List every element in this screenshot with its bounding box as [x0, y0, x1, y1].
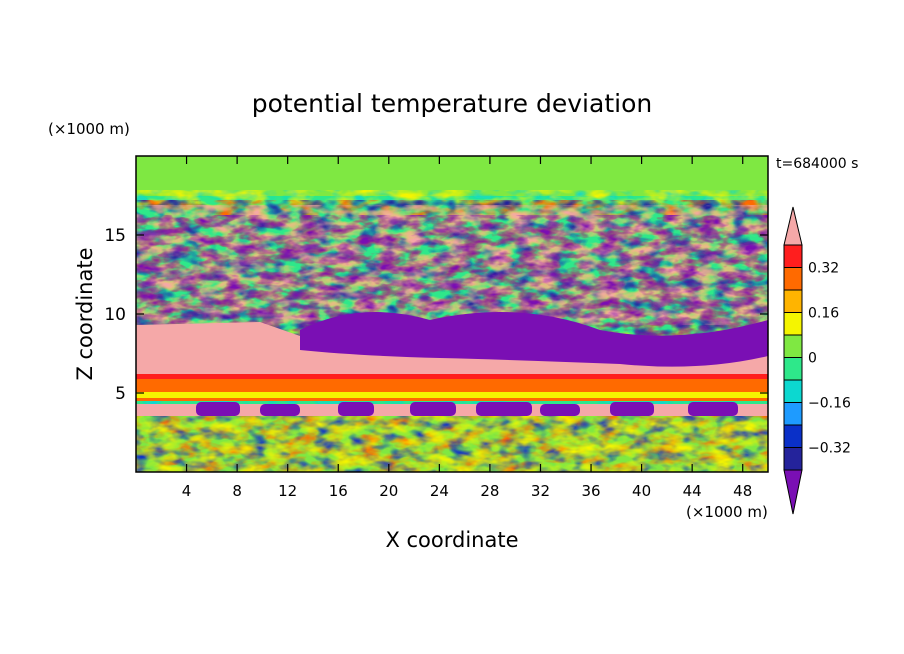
- cold-layer: [300, 312, 768, 367]
- colorbar-high-triangle: [783, 206, 803, 246]
- colorbar-tick-label: 0.16: [808, 306, 839, 322]
- inversion-line: [136, 374, 768, 379]
- y-axis-label: Z coordinate: [73, 247, 97, 380]
- x-tick-label: 20: [379, 482, 398, 500]
- upper-calm-band: [136, 156, 768, 196]
- colorbar-swatch: [783, 357, 803, 381]
- colorbar: 0.32 0.16 0 −0.16 −0.32: [783, 206, 851, 515]
- colorbar-swatch: [783, 267, 803, 291]
- x-tick-label: 36: [581, 482, 600, 500]
- x-tick-label: 28: [480, 482, 499, 500]
- y-tick-label: 5: [115, 384, 126, 404]
- y-unit-label: (×1000 m): [48, 120, 130, 138]
- x-axis-ticks: 4 8 12 16 20 24 28 32 36 40 44 48: [182, 156, 752, 500]
- y-tick-label: 15: [104, 226, 126, 246]
- colorbar-swatch: [783, 402, 803, 426]
- x-unit-label: (×1000 m): [686, 503, 768, 521]
- colorbar-tick-label: −0.16: [808, 396, 851, 412]
- colorbar-tick-label: 0.32: [808, 261, 839, 277]
- colorbar-swatch: [783, 289, 803, 313]
- noise-layer-bl-yellow: [136, 416, 768, 472]
- colorbar-swatch: [783, 447, 803, 471]
- x-tick-label: 32: [531, 482, 550, 500]
- x-tick-label: 16: [329, 482, 348, 500]
- colorbar-swatch: [783, 312, 803, 336]
- chart-title: potential temperature deviation: [252, 89, 652, 118]
- colorbar-tick-label: −0.32: [808, 441, 851, 457]
- lower-yellow-band: [136, 392, 768, 398]
- x-axis-label: X coordinate: [385, 528, 518, 552]
- y-tick-label: 10: [104, 305, 126, 325]
- colorbar-swatch: [783, 244, 803, 268]
- colorbar-swatch: [783, 334, 803, 358]
- y-axis-ticks: 5 10 15: [104, 226, 768, 404]
- x-tick-label: 48: [733, 482, 752, 500]
- x-tick-label: 4: [182, 482, 192, 500]
- x-tick-label: 8: [232, 482, 242, 500]
- plot-area: [136, 156, 768, 472]
- colorbar-tick-label: 0: [808, 351, 817, 367]
- cap-blobs: [196, 402, 738, 416]
- colorbar-swatch: [783, 379, 803, 403]
- x-tick-label: 24: [430, 482, 449, 500]
- x-tick-label: 40: [632, 482, 651, 500]
- colorbar-low-triangle: [783, 469, 803, 515]
- time-label: t=684000 s: [776, 156, 858, 172]
- x-tick-label: 12: [278, 482, 297, 500]
- x-tick-label: 44: [683, 482, 702, 500]
- colorbar-swatch: [783, 424, 803, 448]
